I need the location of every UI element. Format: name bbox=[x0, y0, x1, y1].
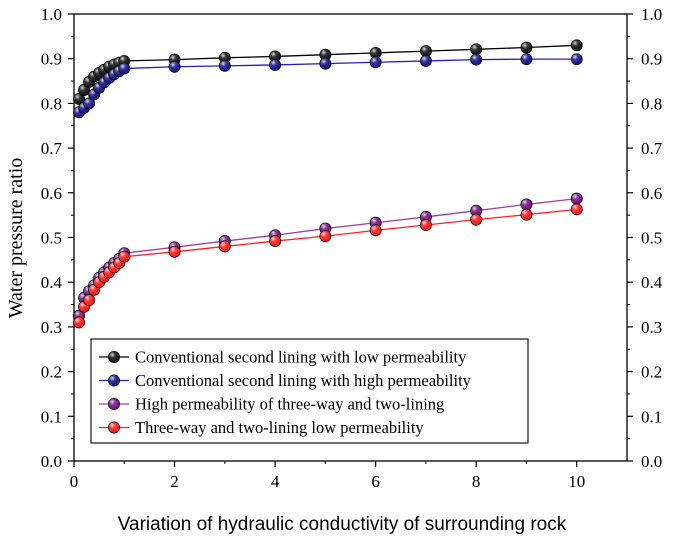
legend-item-2: Conventional second lining with high per… bbox=[99, 371, 472, 390]
data-point-highlight bbox=[470, 214, 482, 226]
y-tick-label-right: 0.8 bbox=[641, 94, 662, 113]
data-point-highlight bbox=[219, 60, 231, 72]
x-tick-label: 4 bbox=[271, 472, 280, 491]
legend-item-3: High permeability of three-way and two-l… bbox=[99, 395, 444, 414]
legend-marker-highlight bbox=[108, 421, 120, 434]
x-tick-label: 6 bbox=[371, 472, 380, 491]
data-point-highlight bbox=[370, 56, 382, 68]
data-point-highlight bbox=[269, 59, 281, 71]
x-axis-title: Variation of hydraulic conductivity of s… bbox=[118, 514, 567, 535]
y-tick-label-left: 0.6 bbox=[41, 184, 62, 203]
y-tick-label-right: 0.7 bbox=[641, 139, 663, 158]
data-point-highlight bbox=[470, 53, 482, 66]
legend-label: Conventional second lining with low perm… bbox=[135, 348, 467, 367]
legend-box bbox=[90, 338, 529, 444]
legend-marker-highlight bbox=[108, 398, 120, 410]
y-tick-label-left: 0.7 bbox=[41, 139, 63, 158]
data-point-highlight bbox=[319, 230, 331, 242]
data-point-highlight bbox=[420, 45, 432, 57]
data-point-highlight bbox=[370, 224, 382, 236]
y-tick-label-right: 0.2 bbox=[641, 363, 662, 382]
legend-marker-highlight bbox=[108, 374, 120, 387]
data-point-highlight bbox=[219, 240, 231, 253]
y-tick-label-right: 0.5 bbox=[641, 229, 662, 248]
series-4 bbox=[73, 203, 583, 329]
data-point-highlight bbox=[520, 41, 533, 54]
y-tick-label-left: 0.2 bbox=[41, 363, 62, 382]
data-point-highlight bbox=[470, 43, 482, 55]
data-point-highlight bbox=[470, 205, 482, 217]
legend-label: Conventional second lining with high per… bbox=[135, 371, 472, 390]
y-tick-label-left: 0.3 bbox=[41, 318, 62, 337]
data-point-highlight bbox=[269, 235, 281, 247]
data-point-highlight bbox=[571, 39, 583, 51]
data-point-highlight bbox=[571, 53, 583, 65]
y-tick-label-left: 0.4 bbox=[41, 273, 63, 292]
data-point-highlight bbox=[571, 193, 583, 205]
series-line bbox=[78, 197, 577, 316]
y-axis-title: Water pressure ratio bbox=[5, 158, 27, 319]
y-tick-label-left: 1.0 bbox=[41, 5, 62, 24]
x-tick-label: 0 bbox=[70, 472, 79, 491]
series-1 bbox=[73, 39, 583, 105]
y-tick-label-right: 0.6 bbox=[641, 184, 662, 203]
legend-item-4: Three-way and two-lining low permeabilit… bbox=[99, 418, 424, 437]
data-point-highlight bbox=[571, 203, 583, 215]
data-point-highlight bbox=[319, 49, 331, 61]
y-tick-label-right: 0.9 bbox=[641, 50, 662, 69]
x-tick-label: 2 bbox=[170, 472, 179, 491]
data-point-highlight bbox=[520, 209, 533, 221]
y-tick-label-left: 0.1 bbox=[41, 407, 62, 426]
legend-label: Three-way and two-lining low permeabilit… bbox=[135, 418, 424, 437]
y-tick-label-right: 0.0 bbox=[641, 452, 662, 471]
data-point-highlight bbox=[520, 198, 533, 211]
data-point-highlight bbox=[168, 61, 181, 73]
data-point-highlight bbox=[420, 55, 432, 67]
data-point-highlight bbox=[370, 47, 382, 59]
data-point-highlight bbox=[73, 316, 85, 329]
y-tick-label-right: 0.1 bbox=[641, 407, 662, 426]
y-tick-label-left: 0.5 bbox=[41, 229, 62, 248]
series-2 bbox=[73, 53, 583, 119]
data-point-highlight bbox=[319, 58, 331, 70]
data-point-highlight bbox=[118, 62, 130, 75]
data-point-highlight bbox=[269, 50, 281, 63]
y-tick-label-right: 1.0 bbox=[641, 5, 662, 24]
y-tick-label-left: 0.0 bbox=[41, 452, 62, 471]
y-tick-label-left: 0.8 bbox=[41, 94, 62, 113]
data-point-highlight bbox=[168, 246, 181, 258]
data-point-highlight bbox=[83, 294, 95, 306]
y-tick-label-right: 0.4 bbox=[641, 273, 663, 292]
y-tick-label-left: 0.9 bbox=[41, 50, 62, 69]
data-point-highlight bbox=[520, 53, 533, 65]
axes-group: 0.0 0.0 0.1 0.1 0.2 0.2 0.3 0.3 0.4 0.4 0.5 0.5 0.6 0… bbox=[41, 5, 663, 491]
data-point-highlight bbox=[73, 93, 85, 105]
legend-label: High permeability of three-way and two-l… bbox=[135, 395, 444, 414]
series-3 bbox=[73, 192, 583, 322]
data-point-highlight bbox=[83, 97, 95, 109]
legend-item-1: Conventional second lining with low perm… bbox=[99, 348, 467, 367]
legend-marker-highlight bbox=[108, 351, 120, 363]
data-point-highlight bbox=[420, 219, 432, 231]
series-group bbox=[73, 39, 583, 329]
x-tick-label: 10 bbox=[568, 472, 585, 491]
legend: Conventional second lining with low perm… bbox=[90, 338, 529, 444]
x-tick-label: 8 bbox=[472, 472, 481, 491]
y-tick-label-right: 0.3 bbox=[641, 318, 662, 337]
data-point-highlight bbox=[118, 251, 130, 263]
